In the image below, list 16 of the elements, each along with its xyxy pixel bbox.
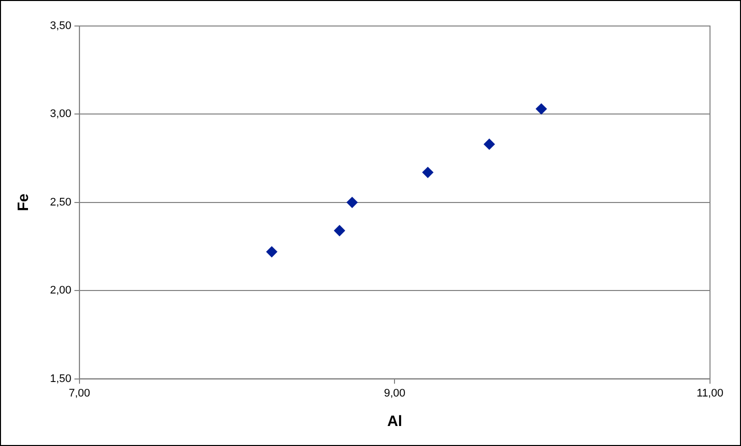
point — [422, 166, 434, 178]
y-tick-label: 2,50 — [50, 196, 72, 208]
point — [266, 246, 278, 258]
x-tick-label: 9,00 — [384, 387, 406, 400]
x-tick-label: 7,00 — [68, 387, 90, 400]
point — [346, 196, 358, 208]
y-axis-title: Fe — [15, 194, 32, 212]
point — [334, 225, 346, 236]
y-tick-label: 3,50 — [50, 20, 72, 32]
point — [536, 103, 547, 114]
y-tick-label: 1,50 — [50, 372, 72, 385]
y-tick-label: 2,00 — [50, 284, 72, 297]
x-tick-label: 11,00 — [696, 387, 724, 400]
y-tick-label: 3,00 — [50, 108, 72, 120]
point — [484, 138, 495, 150]
x-axis-title: Al — [387, 413, 402, 430]
